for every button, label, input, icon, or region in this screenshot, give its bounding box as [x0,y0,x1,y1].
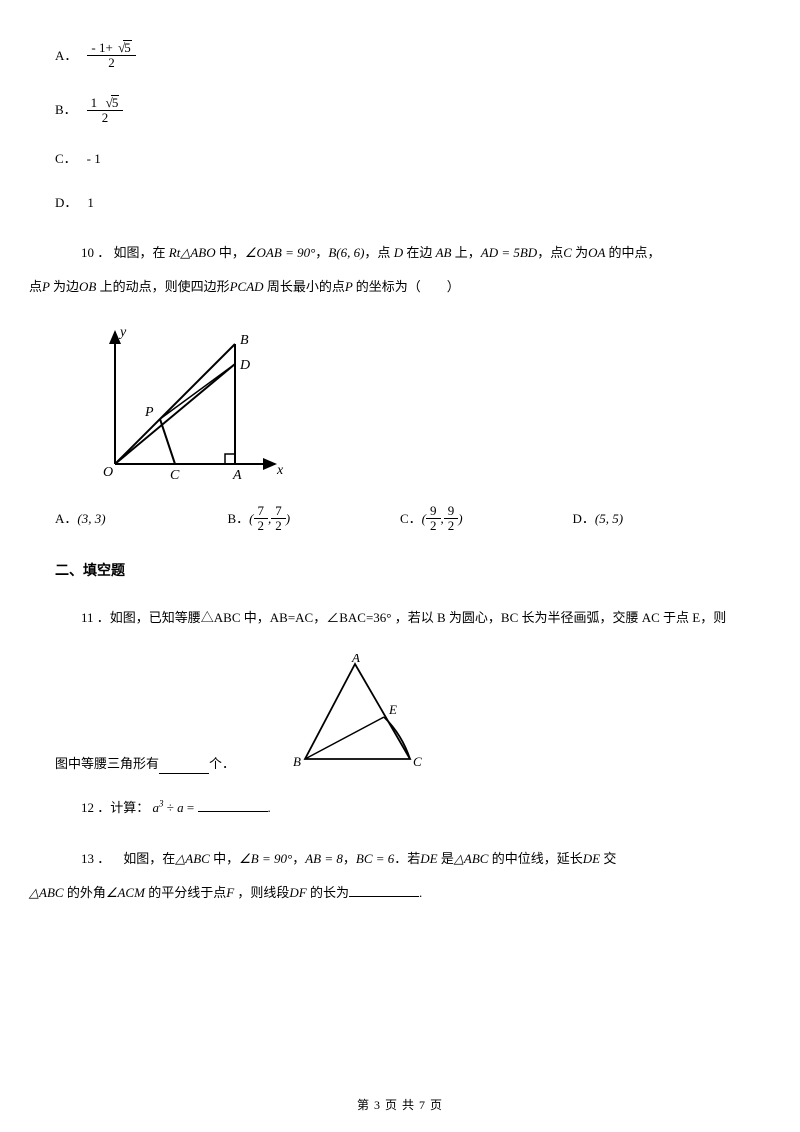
page-footer: 第 3 页 共 7 页 [0,1096,800,1114]
q10-options: A． (3, 3) B． (72, 72) C． (92, 92) D． (5,… [55,504,745,534]
D-label: D [239,358,250,373]
q11-line2: 图中等腰三角形有个． A B C E [55,654,745,774]
O-label: O [103,465,113,480]
sqrt: 5 [104,95,120,110]
q11-figure: A B C E [265,654,435,774]
sqrt: 5 [116,40,132,55]
fraction: 1 5 2 [87,95,124,126]
option-letter: A． [55,46,77,66]
svg-text:B: B [293,754,301,769]
svg-text:E: E [388,702,397,717]
q10-option-d: D． (5, 5) [573,509,746,529]
q10-option-a: A． (3, 3) [55,509,228,529]
B-label: B [240,333,249,348]
q12-text: 12 ．计算： a3 ÷ a = . [55,794,745,823]
option-value: 1 [87,193,94,213]
q10-figure: y x O A B D C P [85,324,285,484]
q10-option-b: B． (72, 72) [228,504,401,534]
A-label: A [232,468,242,483]
numerator: - 1+ 5 [87,40,135,56]
q9-option-b: B． 1 5 2 [55,95,745,126]
q11-text: 11 ．如图，已知等腰△ABC 中，AB=AC，∠BAC=36° ，若以 B 为… [55,602,745,633]
option-value: - 1 [87,149,101,169]
svg-text:A: A [351,654,360,665]
q9-option-a: A． - 1+ 5 2 [55,40,745,71]
x-label: x [276,463,284,478]
blank [198,799,268,812]
q9-option-d: D． 1 [55,193,745,213]
section-2-title: 二、填空题 [55,561,745,582]
svg-text:C: C [413,754,422,769]
fraction: - 1+ 5 2 [87,40,135,71]
y-label: y [118,325,127,340]
numerator: 1 5 [87,95,124,111]
blank [159,761,209,774]
option-letter: B． [55,100,77,120]
q13-text: 13 ． 如图，在△ABC 中，∠B = 90°，AB = 8，BC = 6．若… [55,842,745,910]
blank [349,884,419,897]
P-label: P [144,405,154,420]
q9-option-c: C． - 1 [55,149,745,169]
C-label: C [170,468,180,483]
option-letter: D． [55,193,77,213]
option-letter: C． [55,149,77,169]
denominator: 2 [104,56,119,70]
q10-option-c: C． (92, 92) [400,504,573,534]
q10-text: 10 ． 如图，在 Rt△ABO 中，∠OAB = 90°，B(6, 6)，点 … [55,236,745,304]
denominator: 2 [98,111,113,125]
